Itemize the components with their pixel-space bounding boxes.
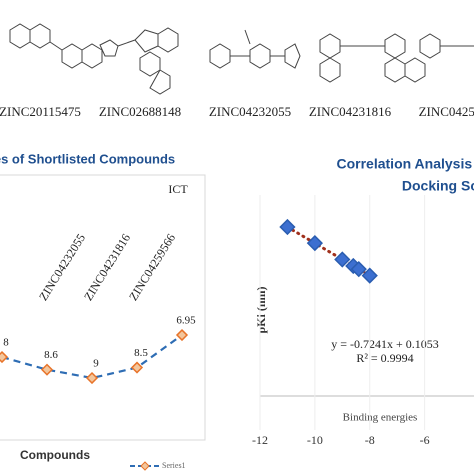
compound-label: ZINC02688148 [99,104,181,119]
marker [85,371,99,385]
point [361,267,378,284]
x-tick-label: -8 [365,433,375,447]
marker [0,350,9,364]
marker [175,328,189,342]
x-axis-label: Compounds [20,448,90,462]
chart-title: ergies of Shortlisted Compounds [0,151,175,166]
x-tick-label: ZINC04232055 [36,231,88,303]
data-label: 8 [3,337,9,349]
marker [40,363,54,376]
compound-label: ZINC04232055 [209,104,291,119]
annotation: R² = 0.9994 [356,351,413,365]
marker [130,361,144,374]
chart-frame [0,174,206,441]
data-label: 9 [93,358,99,370]
annotation: y = -0.7241x + 0.1053 [331,337,439,351]
point [334,251,351,268]
point [306,234,324,252]
data-label: 8.6 [44,349,58,361]
compound-label: ZINC20115475 [0,104,81,119]
compound-label: ZINC04231816 [309,104,392,119]
x-tick-label: ZINC04231816 [81,231,133,303]
x-tick-label: -10 [307,433,323,447]
chart-title: Correlation Analysis betwee [337,156,474,172]
series-line [1,334,183,380]
point [279,218,296,236]
data-label: 6.95 [176,315,196,327]
chart-subtitle: Docking Sc [402,178,474,194]
x-tick-label: -12 [252,433,268,447]
molecule-sketches [9,23,474,95]
compound-label: ZINC04259 [419,104,474,119]
data-label: 8.5 [134,347,148,359]
x-tick-label: ICT [168,182,188,196]
legend-marker [140,461,150,471]
legend-label: Series1 [162,461,186,470]
x-tick-label: -6 [420,433,430,447]
y-axis-label: pKi (nm) [254,286,268,333]
point [350,260,367,278]
x-tick-label: ZINC04259566 [126,231,178,303]
x-axis-label: Binding energies [343,412,418,424]
